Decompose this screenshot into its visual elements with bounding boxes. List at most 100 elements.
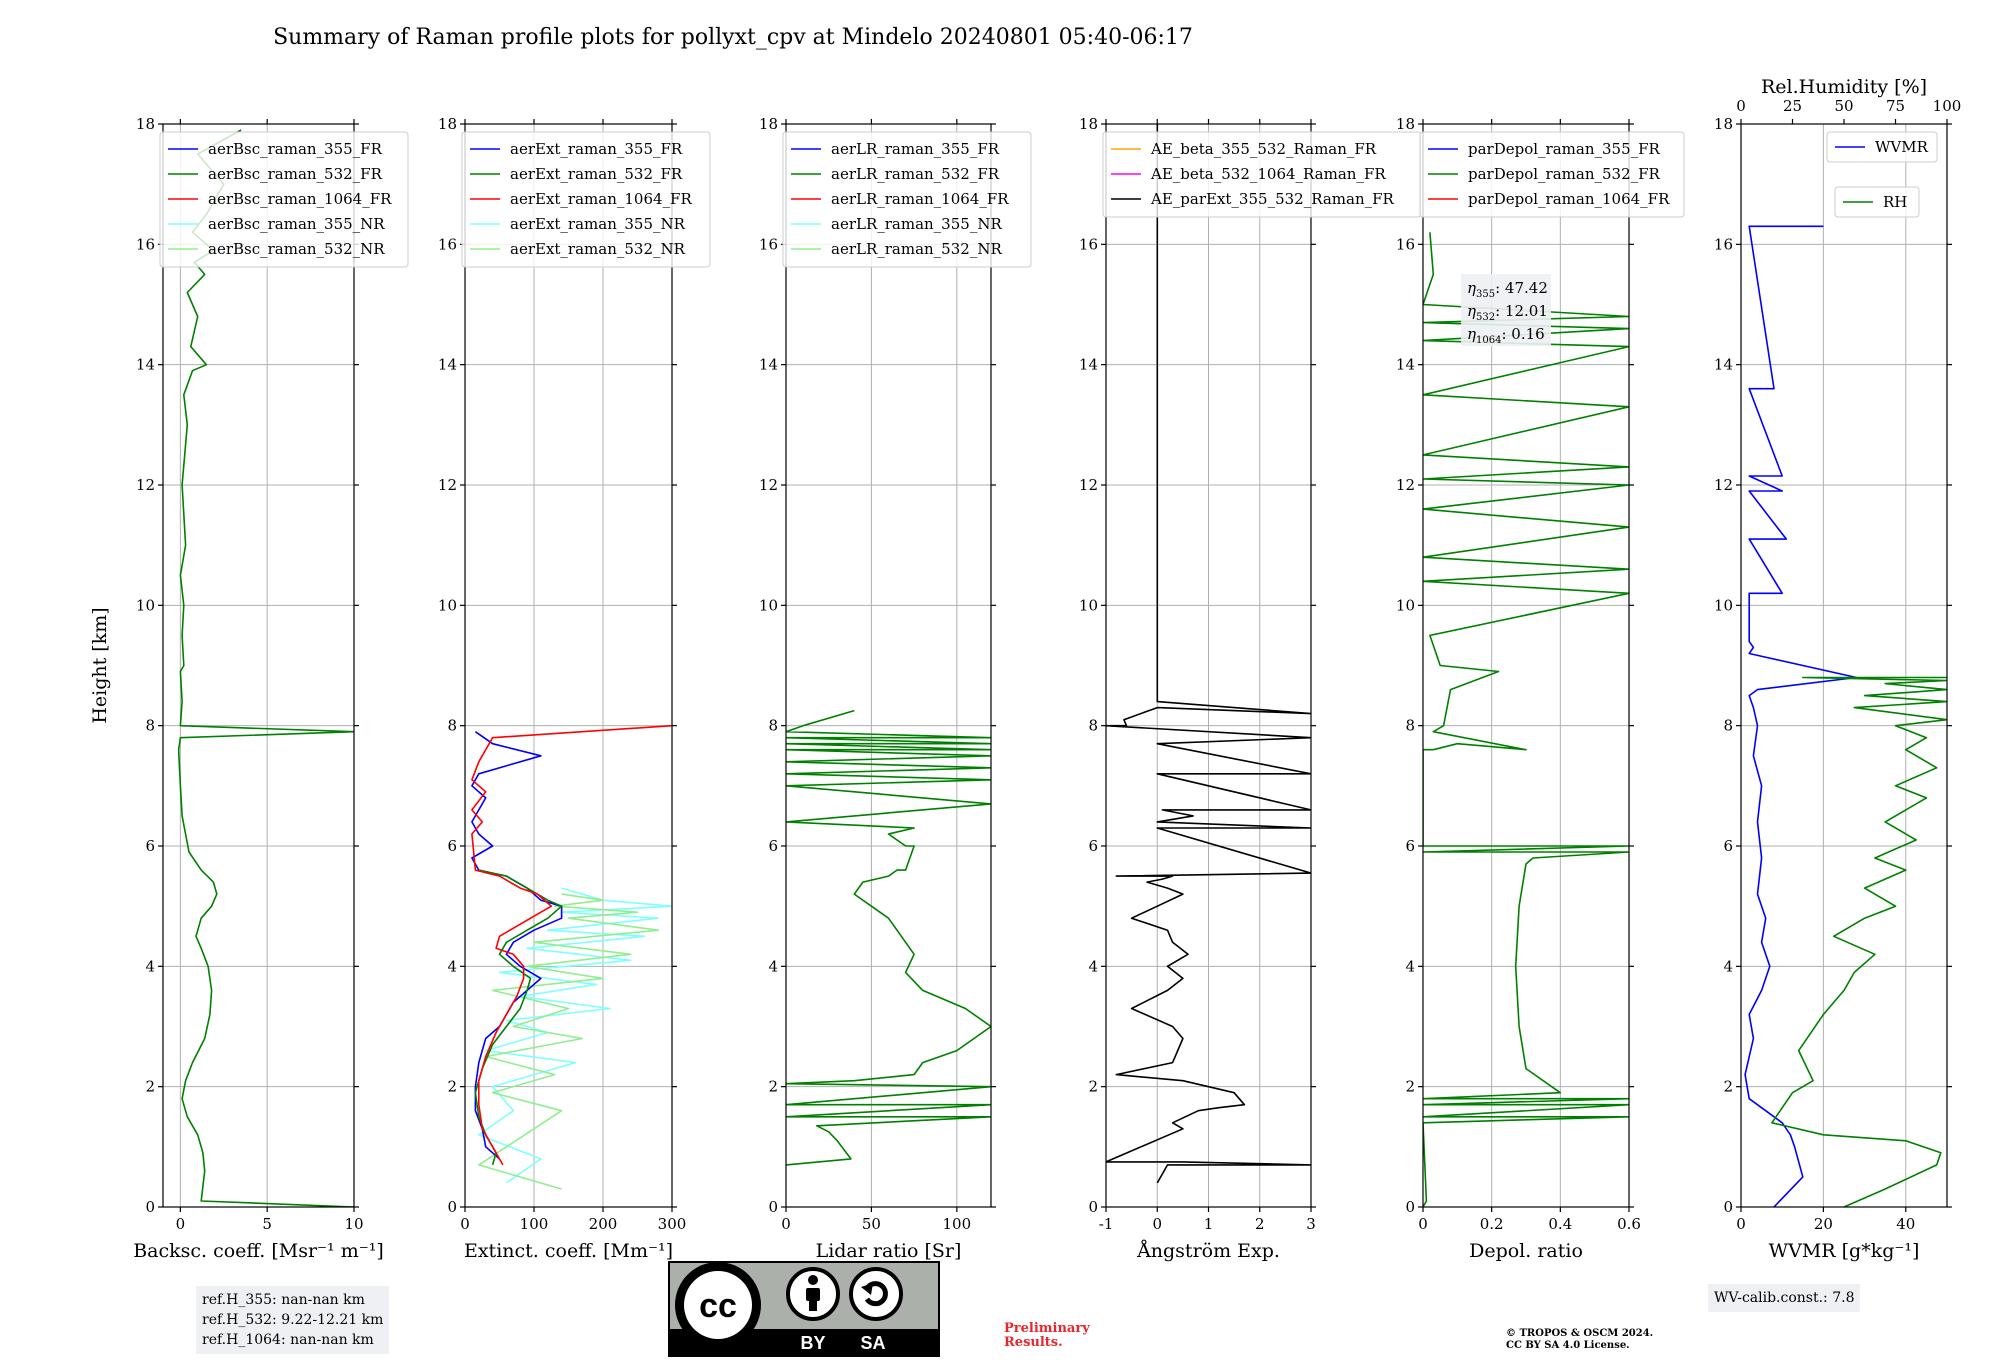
legend-box [1826,131,1938,163]
y-tick-label: 12 [759,476,778,494]
legend-label: aerLR_raman_355_NR [831,215,1002,233]
chart-panel-5: 0 2 4 6 8 10 12 14 16 18 0 0.2 0.4 0.6 Depol. ratio par… [1396,115,1685,1262]
y-tick-label: 18 [759,115,778,133]
legend-label: WVMR [1875,138,1929,156]
legend-label: aerExt_raman_1064_FR [510,190,692,208]
legend-label: aerBsc_raman_355_FR [208,140,383,158]
x-tick-label: 300 [658,1215,687,1233]
y-tick-label: 0 [1088,1198,1098,1216]
x-tick-label: 3 [1306,1215,1316,1233]
legend: AE_beta_355_532_Raman_FR AE_beta_532_1064… [1102,131,1422,218]
x-tick-label: 10 [344,1215,363,1233]
legend-label: parDepol_raman_355_FR [1468,140,1661,158]
preliminary-results-note: Preliminary Results. [1004,1322,1090,1350]
y-tick-label: 10 [759,596,778,614]
x-axis-label: Ångström Exp. [1136,1240,1280,1262]
reference-height-1064: ref.H_1064: nan-nan km [202,1332,374,1348]
y-tick-label: 2 [145,1078,155,1096]
legend-box [782,131,1032,268]
legend: aerBsc_raman_355_FR aerBsc_raman_532_FRae… [159,131,409,268]
x-tick-label: 0.4 [1548,1215,1572,1233]
chart-panel-1: 0 2 4 6 8 10 12 14 16 18 0 5 10 Backsc. coeff. [Msr⁻¹… [89,115,409,1262]
preliminary-line-2: Results. [1004,1335,1063,1350]
y-tick-label: 0 [145,1198,155,1216]
legend-label: aerExt_raman_355_NR [510,215,686,233]
y-tick-label: 4 [145,957,155,975]
y-tick-label: 2 [447,1078,457,1096]
y-tick-label: 18 [136,115,155,133]
plot-frame [1422,123,1630,1208]
x-tick-label: 200 [589,1215,618,1233]
x-tick-label: -1 [1099,1215,1114,1233]
y-tick-label: 10 [438,596,457,614]
data-area [1106,124,1311,1184]
y-tick-label: 10 [1396,596,1415,614]
y-tick-label: 18 [438,115,457,133]
x-tick-label: 20 [1814,1215,1833,1233]
x-axis-label: Lidar ratio [Sr] [816,1240,962,1262]
top-x-tick-label: 50 [1834,97,1853,115]
y-tick-label: 2 [1088,1078,1098,1096]
x-tick-label: 0.2 [1480,1215,1504,1233]
y-tick-label: 6 [768,837,778,855]
x-tick-label: 100 [943,1215,972,1233]
y-tick-label: 18 [1396,115,1415,133]
y-tick-label: 8 [1088,717,1098,735]
y-tick-label: 12 [1079,476,1098,494]
legend: RH [1834,186,1920,218]
legend: parDepol_raman_355_FR parDepol_raman_532_… [1419,131,1685,218]
x-axis-label: Backsc. coeff. [Msr⁻¹ m⁻¹] [133,1240,384,1262]
data-area [471,724,672,1190]
y-tick-label: 14 [438,356,457,374]
y-tick-label: 6 [1088,837,1098,855]
legend-label: aerLR_raman_1064_FR [831,190,1009,208]
data-area [1744,225,1947,1207]
y-tick-label: 6 [1723,837,1733,855]
y-tick-label: 18 [1079,115,1098,133]
top-x-tick-label: 25 [1783,97,1802,115]
y-tick-label: 10 [136,596,155,614]
x-tick-label: 0 [176,1215,186,1233]
y-tick-label: 2 [768,1078,778,1096]
y-tick-label: 14 [1396,356,1415,374]
share-alike-icon [849,1267,903,1321]
chart-panel-2: 0 2 4 6 8 10 12 14 16 18 0 100 200 300 Extinct. coeff.… [438,115,711,1262]
y-tick-label: 6 [447,837,457,855]
series-line-WVMR [1744,225,1858,1207]
x-axis-label: WVMR [g*kg⁻¹] [1769,1240,1920,1262]
data-area [786,709,991,1166]
y-tick-label: 4 [1088,957,1098,975]
y-tick-label: 4 [447,957,457,975]
copyright-line-1: © TROPOS & OSCM 2024. [1506,1328,1654,1339]
y-tick-label: 18 [1714,115,1733,133]
x-tick-label: 0 [781,1215,791,1233]
legend-label: AE_beta_532_1064_Raman_FR [1150,165,1386,183]
y-tick-label: 2 [1405,1078,1415,1096]
license-sa-label: SA [860,1333,885,1353]
legend-box [1419,131,1685,218]
y-tick-label: 16 [1396,235,1415,253]
legend-label: AE_beta_355_532_Raman_FR [1150,140,1377,158]
x-tick-label: 100 [520,1215,549,1233]
legend-label: RH [1883,193,1907,211]
plot-frame [785,123,992,1208]
y-tick-label: 0 [768,1198,778,1216]
series-line-parDepol_raman_532_FR [1423,232,1629,1207]
cc-by-sa-license-logo: cc BY SA [668,1261,940,1357]
legend-label: aerLR_raman_532_NR [831,240,1002,258]
y-tick-label: 4 [768,957,778,975]
plot-frame [162,123,355,1208]
legend: aerExt_raman_355_FR aerExt_raman_532_FRae… [461,131,711,268]
y-tick-label: 0 [447,1198,457,1216]
x-tick-label: 50 [862,1215,881,1233]
x-tick-label: 1 [1204,1215,1214,1233]
y-tick-label: 14 [136,356,155,374]
eta-annotation-box [1461,274,1551,346]
legend-label: aerLR_raman_532_FR [831,165,1000,183]
series-line-aerExt_raman_532_FR [474,869,563,1166]
y-tick-label: 12 [1714,476,1733,494]
y-tick-label: 8 [768,717,778,735]
y-tick-label: 8 [447,717,457,735]
x-axis-label: Depol. ratio [1469,1240,1583,1262]
